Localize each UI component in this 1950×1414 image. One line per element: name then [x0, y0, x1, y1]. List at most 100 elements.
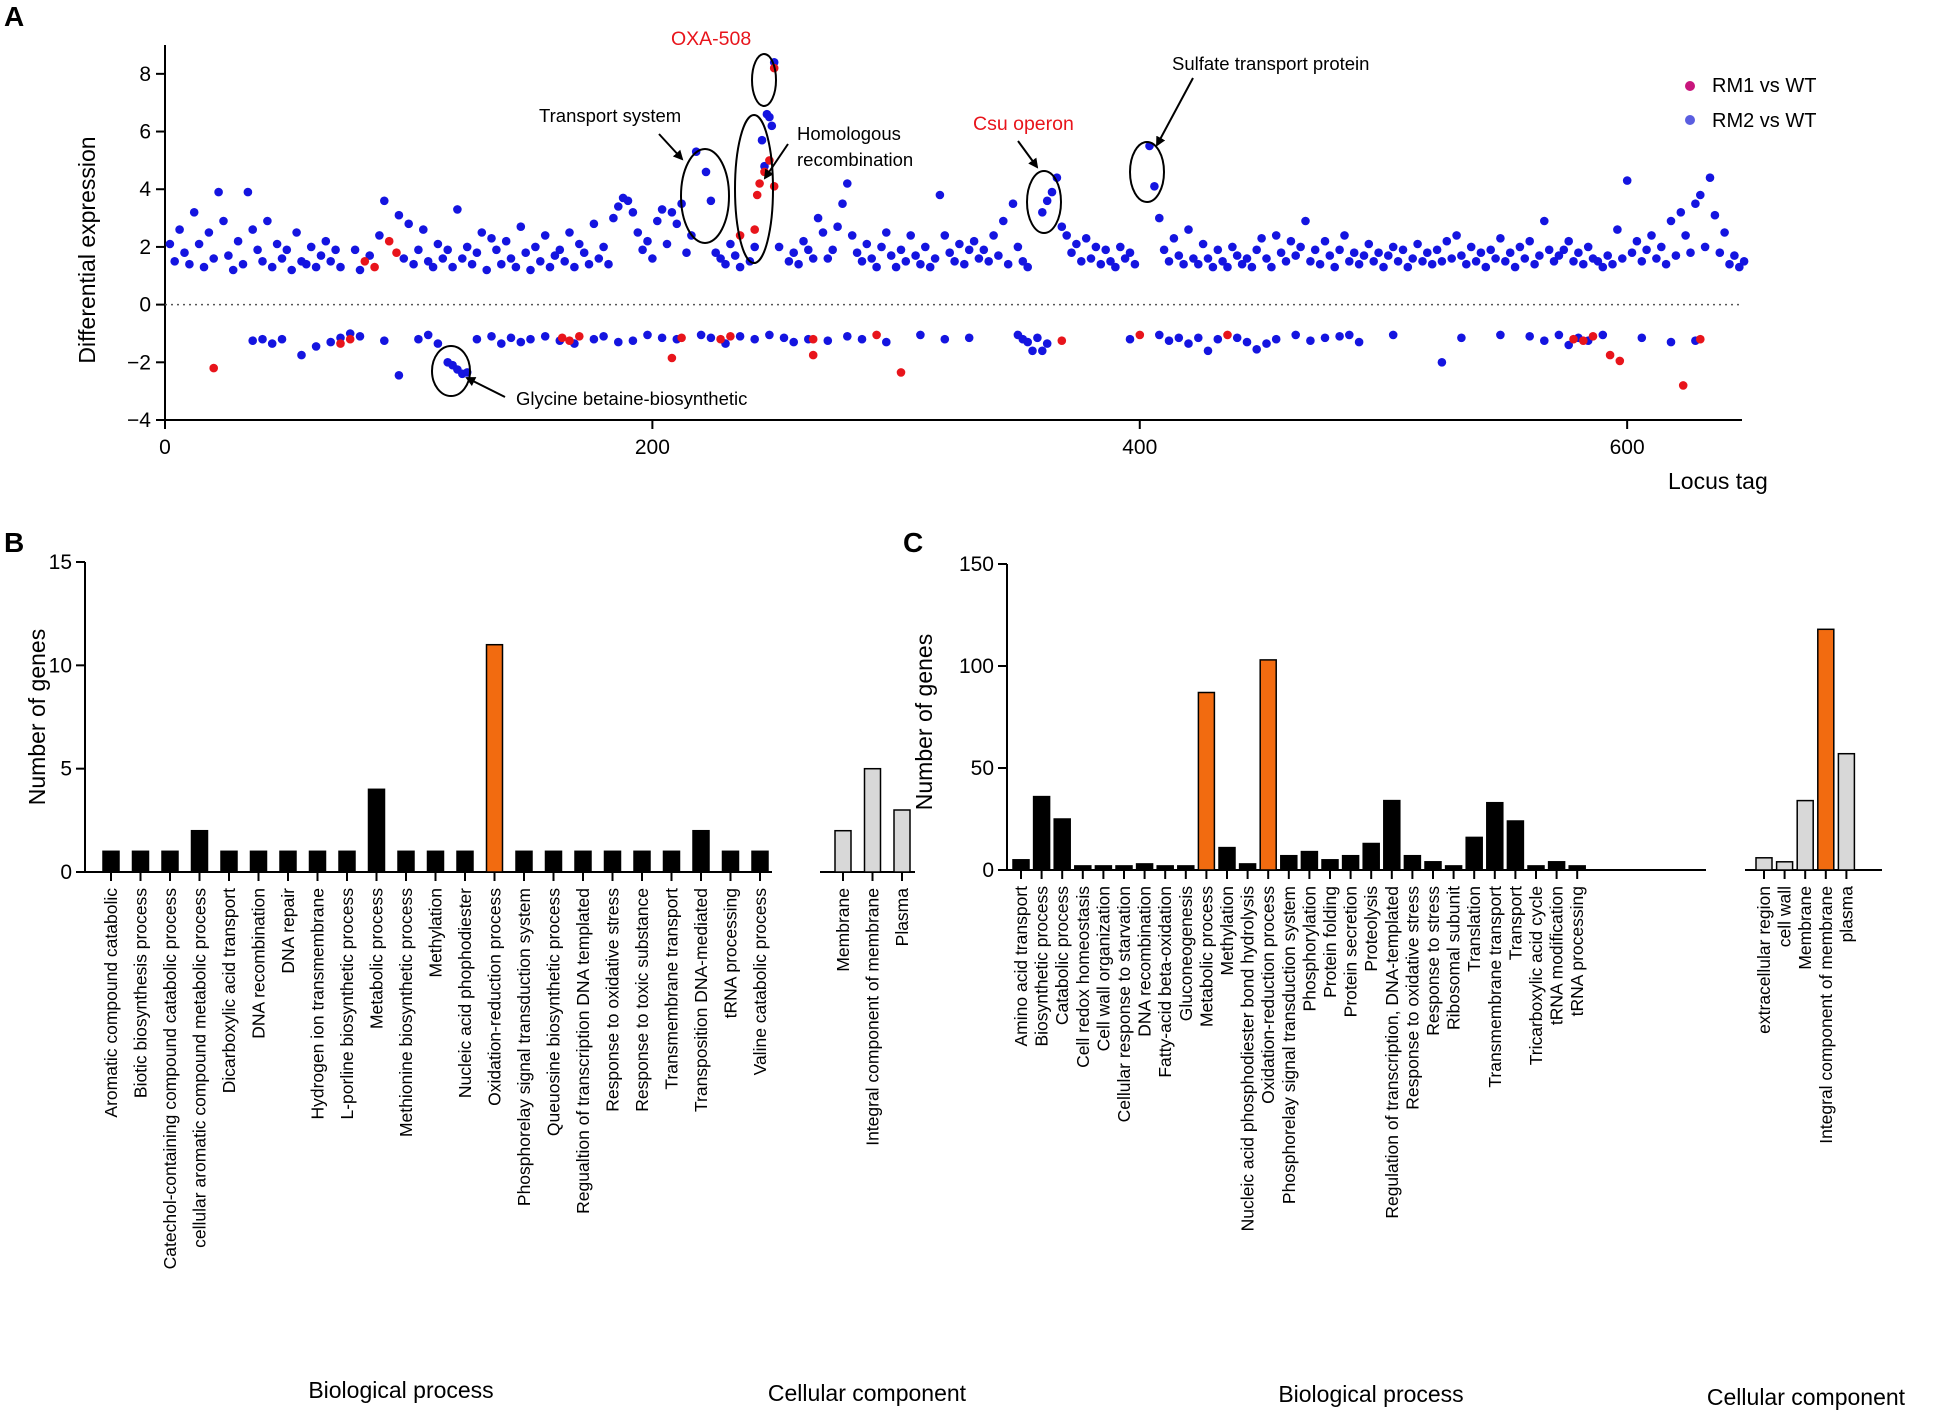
- bar-c: [1775, 861, 1794, 871]
- y-tick-label-a: 8: [139, 63, 151, 86]
- data-point-rm2: [1018, 257, 1028, 266]
- category-label-c: Cellular response to starvation: [1114, 886, 1134, 1122]
- y-tick-label-b: 10: [49, 654, 72, 677]
- data-point-rm2: [614, 202, 623, 211]
- data-point-rm2: [487, 332, 496, 341]
- data-point-rm1: [1579, 336, 1588, 346]
- data-point-rm2: [1242, 254, 1252, 263]
- data-point-rm2: [955, 239, 964, 249]
- data-point-rm1: [726, 332, 735, 341]
- data-point-rm2: [243, 187, 253, 197]
- data-point-rm2: [180, 248, 189, 257]
- data-point-rm2: [604, 259, 613, 269]
- data-point-rm2: [375, 231, 384, 240]
- data-point-rm2: [1184, 225, 1193, 234]
- data-point-rm2: [1398, 245, 1408, 255]
- bar-c: [1341, 854, 1360, 871]
- y-tick-label-c: 100: [959, 655, 994, 678]
- y-tick-label-a: −2: [127, 351, 151, 374]
- data-point-rm2: [1481, 262, 1491, 272]
- data-point-rm2: [1271, 334, 1281, 344]
- data-point-rm2: [214, 187, 223, 197]
- annotation-homologous: Homologous: [797, 123, 901, 144]
- data-point-rm2: [1038, 208, 1047, 217]
- data-point-rm2: [521, 248, 530, 257]
- data-point-rm2: [438, 254, 448, 263]
- bar-c: [1506, 820, 1525, 871]
- data-point-rm2: [1379, 262, 1388, 272]
- data-point-rm2: [545, 262, 555, 272]
- data-point-rm2: [643, 236, 652, 246]
- data-point-rm2: [1155, 213, 1164, 223]
- panel-letter-b: B: [4, 527, 24, 558]
- data-point-rm2: [1452, 231, 1461, 240]
- data-point-rm2: [1047, 187, 1057, 197]
- data-point-rm2: [1457, 251, 1466, 260]
- data-point-rm2: [550, 251, 560, 260]
- data-point-rm2: [1627, 248, 1637, 257]
- data-point-rm2: [1194, 333, 1203, 343]
- data-point-rm2: [1613, 225, 1622, 234]
- legend-label-rm2: RM2 vs WT: [1712, 110, 1816, 132]
- y-tick-label-a: 6: [139, 121, 151, 144]
- data-point-rm2: [443, 245, 453, 255]
- data-point-rm2: [175, 225, 184, 234]
- group-label-b-biological: Biological process: [308, 1377, 493, 1403]
- data-point-rm2: [506, 333, 516, 343]
- category-label-c: Oxidation-reduction process: [1258, 886, 1278, 1104]
- y-tick-label-a: −4: [127, 409, 151, 432]
- data-point-rm2: [1374, 248, 1383, 257]
- data-point-rm2: [238, 259, 248, 269]
- data-point-rm2: [1691, 199, 1700, 208]
- bar-c: [1280, 854, 1298, 871]
- data-point-rm2: [497, 339, 506, 348]
- data-point-rm2: [1125, 248, 1135, 257]
- data-point-rm2: [1637, 257, 1647, 266]
- data-point-rm2: [1247, 262, 1257, 272]
- bar-b: [544, 850, 563, 873]
- bar-c: [1300, 850, 1319, 871]
- data-point-rm1: [1135, 330, 1145, 340]
- data-point-rm2: [1306, 257, 1315, 266]
- data-point-rm2: [1267, 262, 1276, 272]
- category-label-c: Phosphorelay signal transduction system: [1279, 886, 1299, 1204]
- y-tick-label-b: 15: [49, 551, 72, 574]
- data-point-rm1: [769, 182, 779, 191]
- category-label-b: Valine catabolic process: [750, 888, 770, 1076]
- data-point-rm2: [1120, 254, 1130, 263]
- data-point-rm2: [404, 219, 414, 229]
- data-point-rm2: [857, 257, 867, 266]
- data-point-rm2: [297, 350, 306, 360]
- group-label-b-cellular: Cellular component: [768, 1380, 967, 1406]
- data-point-rm2: [1598, 330, 1608, 340]
- data-point-rm2: [1403, 262, 1413, 272]
- data-point-rm2: [730, 251, 740, 260]
- data-point-rm2: [1486, 245, 1495, 255]
- annotation-arrow-transport-system: [658, 133, 684, 161]
- category-label-c: extracellular region: [1754, 886, 1774, 1034]
- data-point-rm2: [1554, 330, 1564, 340]
- y-axis-title-b: Number of genes: [24, 629, 50, 805]
- data-point-rm2: [964, 333, 974, 343]
- data-point-rm2: [1549, 257, 1559, 266]
- data-point-rm2: [409, 259, 418, 269]
- data-point-rm2: [1125, 334, 1135, 344]
- category-label-c: Fatty-acid beta-oxidation: [1155, 886, 1175, 1078]
- data-point-rm2: [1208, 262, 1218, 272]
- data-point-rm2: [336, 262, 345, 272]
- data-point-rm2: [882, 337, 891, 347]
- data-point-rm2: [950, 257, 959, 266]
- annotation-sulfate-transport: Sulfate transport protein: [1172, 53, 1369, 74]
- category-label-c: Gluconeogenesis: [1176, 886, 1196, 1021]
- data-point-rm2: [589, 219, 599, 229]
- category-label-b: cellular aromatic compound metabolic pro…: [190, 888, 210, 1248]
- highlight-ellipse-transport-system: [680, 148, 730, 244]
- category-label-c: Methylation: [1217, 886, 1237, 976]
- data-point-rm1: [808, 350, 818, 360]
- data-point-rm2: [1496, 330, 1505, 340]
- data-point-rm2: [735, 332, 745, 341]
- data-point-rm2: [1720, 228, 1729, 237]
- data-point-rm2: [316, 251, 326, 260]
- data-point-rm2: [233, 236, 243, 246]
